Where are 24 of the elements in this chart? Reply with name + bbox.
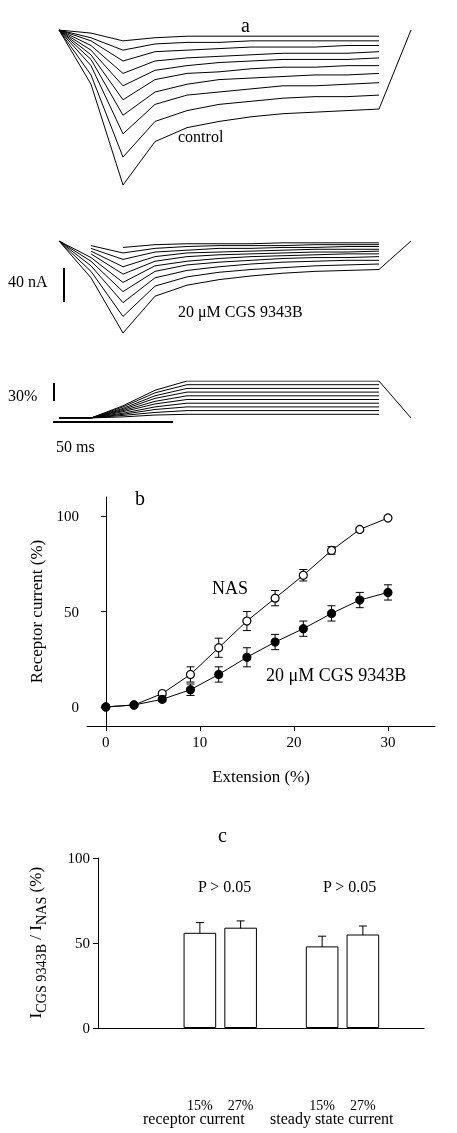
x-tick-label: 10 [192, 733, 208, 750]
x-tick-label: 0 [102, 733, 110, 750]
y-tick-label: 0 [71, 698, 79, 715]
y-tick-label: 50 [75, 935, 90, 951]
annotation: control [178, 127, 224, 145]
annotation: P > 0.05 [323, 877, 377, 895]
x-axis-title: Extension (%) [212, 767, 310, 786]
x-tick-label: 30 [380, 733, 396, 750]
annotation: 40 nA [8, 272, 48, 290]
annotation: 20 μM CGS 9343B [178, 302, 303, 321]
y-tick-label: 100 [56, 508, 79, 525]
chart-title: b [135, 487, 145, 509]
series-label: NAS [212, 578, 249, 598]
chart-title: a [241, 14, 250, 36]
series-label: 20 μM CGS 9343B [266, 665, 407, 685]
chart-title: c [218, 824, 227, 846]
x-tick-label: 20 [286, 733, 302, 750]
annotation: P > 0.05 [198, 877, 252, 895]
y-tick-label: 0 [82, 1020, 90, 1036]
y-tick-label: 100 [67, 850, 90, 866]
text: 30% [8, 386, 38, 404]
y-tick-label: 50 [64, 603, 79, 620]
y-axis-title: Receptor current (%) [27, 539, 46, 684]
text: 50 ms [56, 437, 95, 455]
